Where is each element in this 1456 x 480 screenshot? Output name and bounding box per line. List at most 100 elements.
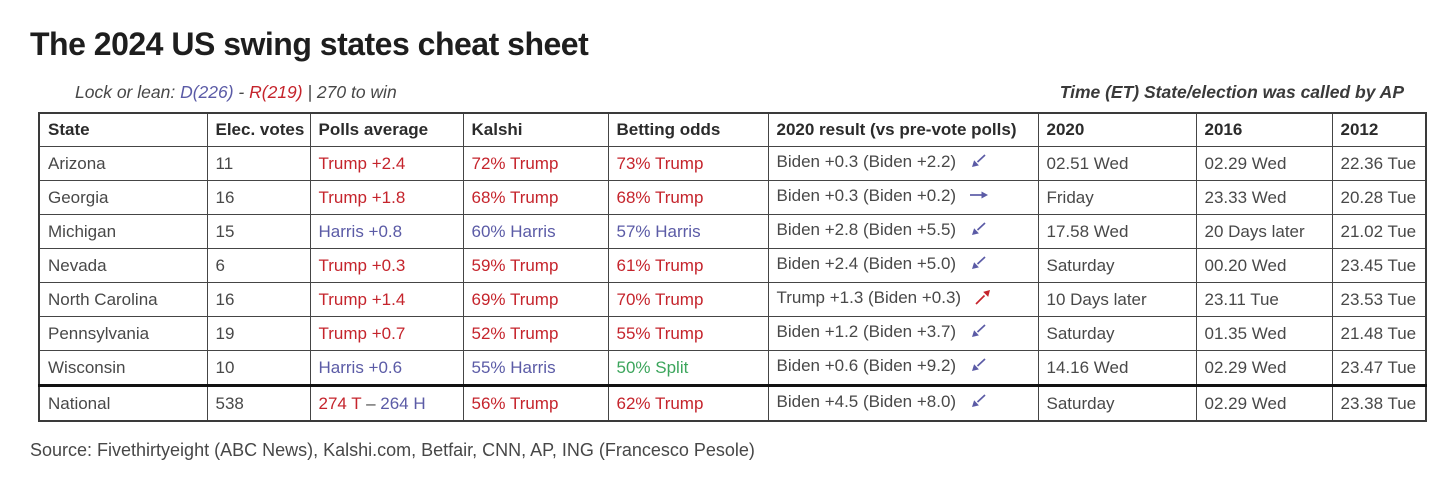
trend-down-left-arrow-icon: [968, 254, 990, 277]
state-cell: Nevada: [38, 248, 208, 283]
value-text: 264 H: [380, 393, 426, 413]
called-2016-cell: 02.29 Wed: [1195, 350, 1333, 386]
result-2020-text: Biden +0.6 (Biden +9.2): [776, 356, 957, 375]
kalshi-cell: 72% Trump: [462, 146, 609, 181]
called-2012-cell: 21.48 Tue: [1331, 316, 1427, 351]
called-2016-cell: 00.20 Wed: [1195, 248, 1333, 283]
rep-electoral-count: R(219): [249, 82, 303, 102]
betting-odds-cell: 70% Trump: [607, 282, 769, 317]
called-2020-cell: 17.58 Wed: [1037, 214, 1197, 249]
state-cell: Arizona: [38, 146, 208, 181]
trend-down-left-arrow-icon: [968, 356, 990, 379]
elec-votes-cell: 16: [206, 180, 311, 215]
kalshi-cell: 55% Harris: [462, 350, 609, 386]
result-2020-text: Biden +0.3 (Biden +0.2): [776, 186, 957, 205]
table-row-national: National 538 274 T – 264 H 56% Trump 62% Tru…: [38, 384, 1427, 422]
col-header-2020-result-vs-pre-vote-polls: 2020 result (vs pre-vote polls): [767, 112, 1039, 147]
value-text: 61% Trump: [616, 255, 704, 275]
elec-votes-cell: 10: [206, 350, 311, 386]
result-2020-text: Trump +1.3 (Biden +0.3): [776, 288, 962, 307]
result-2020-text: Biden +2.4 (Biden +5.0): [776, 254, 957, 273]
subtitle-row: Lock or lean: D(226) - R(219) | 270 to w…: [38, 82, 1404, 103]
betting-odds-cell: 61% Trump: [607, 248, 769, 283]
result-2020-cell: Biden +2.8 (Biden +5.5): [767, 214, 1039, 249]
state-cell: North Carolina: [38, 282, 208, 317]
table-row-michigan: Michigan 15 Harris +0.8 60% Harris 57% Harri…: [38, 214, 1427, 249]
value-text: 52% Trump: [471, 323, 559, 343]
value-text: 62% Trump: [616, 393, 704, 413]
elec-votes-cell: 16: [206, 282, 311, 317]
value-text: Trump +0.7: [318, 323, 406, 343]
betting-odds-cell: 73% Trump: [607, 146, 769, 181]
value-text: 68% Trump: [471, 187, 559, 207]
value-text: 69% Trump: [471, 289, 559, 309]
table-header-row: State Elec. votes Polls average Kalshi Betti…: [38, 112, 1427, 147]
table-row-georgia: Georgia 16 Trump +1.8 68% Trump 68% Trump Bid…: [38, 180, 1427, 215]
time-called-note: Time (ET) State/election was called by A…: [1059, 82, 1404, 102]
called-2020-cell: Saturday: [1037, 316, 1197, 351]
betting-odds-cell: 57% Harris: [607, 214, 769, 249]
value-text: Trump +0.3: [318, 255, 406, 275]
elec-votes-cell: 6: [206, 248, 311, 283]
col-header-betting-odds: Betting odds: [607, 112, 769, 147]
col-header-state: State: [38, 112, 208, 147]
called-2020-cell: 10 Days later: [1037, 282, 1197, 317]
called-2016-cell: 23.11 Tue: [1195, 282, 1333, 317]
result-2020-cell: Biden +1.2 (Biden +3.7): [767, 316, 1039, 351]
called-2016-cell: 01.35 Wed: [1195, 316, 1333, 351]
value-text: 73% Trump: [616, 153, 704, 173]
result-2020-cell: Biden +4.5 (Biden +8.0): [767, 384, 1039, 422]
called-2012-cell: 22.36 Tue: [1331, 146, 1427, 181]
elec-votes-cell: 19: [206, 316, 311, 351]
polls-average-cell: Trump +2.4: [309, 146, 464, 181]
state-cell: Georgia: [38, 180, 208, 215]
polls-average-cell: Trump +0.7: [309, 316, 464, 351]
trend-down-left-arrow-icon: [968, 152, 990, 175]
value-text: 57% Harris: [616, 221, 701, 241]
source-note: Source: Fivethirtyeight (ABC News), Kals…: [30, 440, 755, 460]
table-row-wisconsin: Wisconsin 10 Harris +0.6 55% Harris 50% Spli…: [38, 350, 1427, 386]
lock-or-lean-note: Lock or lean: D(226) - R(219) | 270 to w…: [38, 82, 397, 103]
betting-odds-cell: 55% Trump: [607, 316, 769, 351]
elec-votes-cell: 11: [206, 146, 311, 181]
col-header-kalshi: Kalshi: [462, 112, 609, 147]
value-text: Harris +0.6: [318, 357, 403, 377]
called-2020-cell: 14.16 Wed: [1037, 350, 1197, 386]
value-text: 59% Trump: [471, 255, 559, 275]
col-header-2012: 2012: [1331, 112, 1427, 147]
value-text: 72% Trump: [471, 153, 559, 173]
called-2020-cell: 02.51 Wed: [1037, 146, 1197, 181]
elec-votes-cell: 538: [206, 384, 311, 422]
result-2020-cell: Trump +1.3 (Biden +0.3): [767, 282, 1039, 317]
to-win-label: | 270 to win: [302, 82, 397, 102]
elec-votes-cell: 15: [206, 214, 311, 249]
betting-odds-cell: 62% Trump: [607, 384, 769, 422]
called-2020-cell: Saturday: [1037, 384, 1197, 422]
state-cell: Wisconsin: [38, 350, 208, 386]
value-text: 68% Trump: [616, 187, 704, 207]
value-text: 55% Trump: [616, 323, 704, 343]
polls-average-cell: Trump +0.3: [309, 248, 464, 283]
called-2016-cell: 20 Days later: [1195, 214, 1333, 249]
result-2020-text: Biden +0.3 (Biden +2.2): [776, 152, 957, 171]
table-row-nevada: Nevada 6 Trump +0.3 59% Trump 61% Trump Biden…: [38, 248, 1427, 283]
value-text: 70% Trump: [616, 289, 704, 309]
polls-average-cell: Harris +0.8: [309, 214, 464, 249]
result-2020-text: Biden +2.8 (Biden +5.5): [776, 220, 957, 239]
swing-states-table: State Elec. votes Polls average Kalshi Betti…: [38, 112, 1427, 422]
kalshi-cell: 56% Trump: [462, 384, 609, 422]
state-cell: National: [38, 384, 208, 422]
result-2020-cell: Biden +0.3 (Biden +0.2): [767, 180, 1039, 215]
lock-or-lean-label: Lock or lean:: [75, 82, 181, 102]
value-text: Harris +0.8: [318, 221, 403, 241]
kalshi-cell: 52% Trump: [462, 316, 609, 351]
state-cell: Michigan: [38, 214, 208, 249]
called-2016-cell: 02.29 Wed: [1195, 384, 1333, 422]
trend-down-left-arrow-icon: [968, 392, 990, 415]
kalshi-cell: 60% Harris: [462, 214, 609, 249]
value-text: –: [361, 393, 381, 413]
value-text: 55% Harris: [471, 357, 556, 377]
col-header-2016: 2016: [1195, 112, 1333, 147]
lock-or-lean-separator: -: [233, 82, 250, 102]
kalshi-cell: 69% Trump: [462, 282, 609, 317]
